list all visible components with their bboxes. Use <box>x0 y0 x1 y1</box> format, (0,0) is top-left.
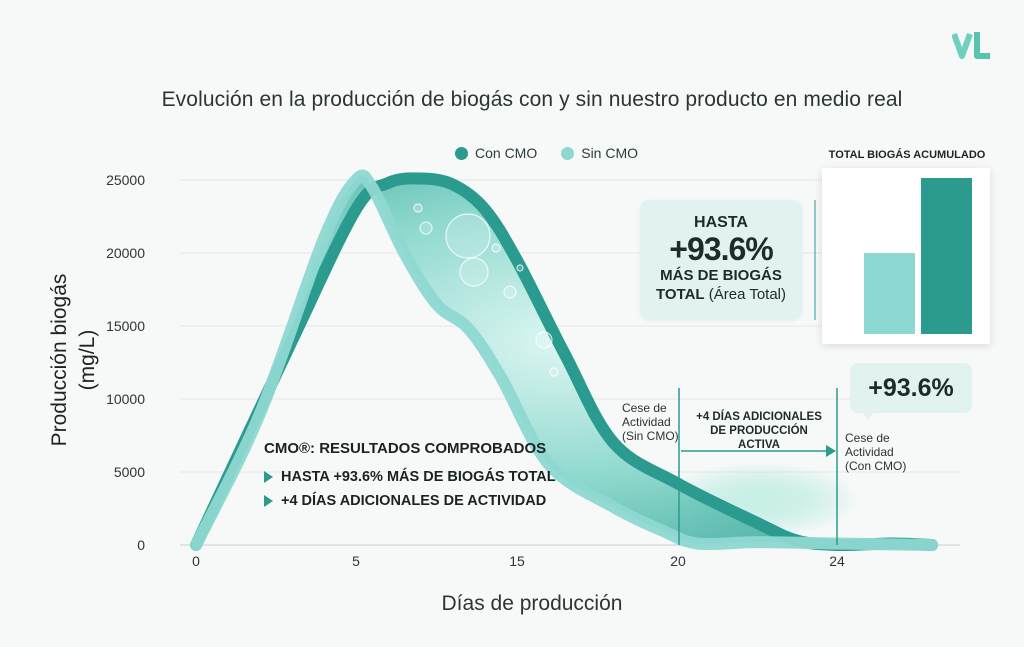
bubble-decoration <box>459 257 489 287</box>
bubble-decoration <box>549 367 559 377</box>
cese-con-label: Cese de Actividad (Con CMO) <box>845 431 906 473</box>
cese-sin-label: Cese de Actividad (Sin CMO) <box>622 401 679 443</box>
percent-badge: +93.6% <box>850 363 972 413</box>
bubble-decoration <box>516 264 524 272</box>
y-tick-label: 20000 <box>106 245 145 261</box>
note-total-bold: TOTAL <box>655 286 705 303</box>
y-tick-label: 5000 <box>114 464 145 480</box>
bubble-decoration <box>535 331 553 349</box>
dias-arrow-head <box>826 445 836 457</box>
dias-line-1: +4 DÍAS ADICIONALES <box>696 411 822 423</box>
x-tick-label: 20 <box>670 553 686 569</box>
highlight-note: HASTA +93.6% MÁS DE BIOGÁS TOTAL (Área T… <box>640 200 802 320</box>
y-tick-label: 15000 <box>106 318 145 334</box>
bubble-decoration <box>413 203 423 213</box>
legend-item-sin: Sin CMO <box>561 145 638 161</box>
results-item-text: +4 DÍAS ADICIONALES DE ACTIVIDAD <box>281 493 547 509</box>
badge-tail <box>860 410 876 420</box>
legend-swatch-sin <box>561 146 575 160</box>
x-tick-label: 15 <box>509 553 525 569</box>
inset-title: TOTAL BIOGÁS ACUMULADO <box>828 149 986 161</box>
bubble-decoration <box>503 285 517 299</box>
results-item-text: HASTA +93.6% MÁS DE BIOGÁS TOTAL <box>281 469 556 485</box>
bubble-decoration <box>445 213 491 259</box>
legend-swatch-con <box>455 146 468 160</box>
x-tick-label: 0 <box>192 553 200 569</box>
inset-bar-sin-cmo <box>864 253 915 334</box>
series-line-sin-cmo <box>190 169 939 551</box>
inset-bar-con-cmo <box>921 178 972 334</box>
cese-con-line-1: Cese de <box>845 431 890 445</box>
note-total: TOTAL (Área Total) <box>640 286 802 304</box>
inset-bar-chart <box>822 168 990 344</box>
x-axis-label: Días de producción <box>441 592 623 615</box>
legend-label-sin: Sin CMO <box>581 145 639 161</box>
y-tick-label: 0 <box>137 537 145 553</box>
cese-sin-line-1: Cese de <box>622 401 667 415</box>
legend-label-con: Con CMO <box>475 145 538 161</box>
cese-sin-line-3: (Sin CMO) <box>622 429 679 443</box>
cese-sin-line-2: Actividad <box>622 415 671 429</box>
play-triangle-icon <box>264 495 273 507</box>
dias-line-2: DE PRODUCCIÓN ACTIVA <box>710 425 808 451</box>
note-mas: MÁS DE BIOGÁS <box>660 267 782 284</box>
dias-adicionales-label: +4 DÍAS ADICIONALES DE PRODUCCIÓN ACTIVA <box>688 410 830 452</box>
cese-con-line-2: Actividad <box>845 445 894 459</box>
chart-legend: Con CMO Sin CMO <box>455 145 638 161</box>
x-tick-label: 24 <box>829 553 845 569</box>
y-tick-label: 25000 <box>106 172 145 188</box>
results-item: +4 DÍAS ADICIONALES DE ACTIVIDAD <box>264 493 556 509</box>
results-heading: CMO®: RESULTADOS COMPROBADOS <box>264 440 547 457</box>
play-triangle-icon <box>264 471 273 483</box>
brand-logo <box>952 32 990 59</box>
results-panel: CMO®: RESULTADOS COMPROBADOS HASTA +93.6… <box>264 440 556 517</box>
bubble-decoration <box>491 243 501 253</box>
note-percent: +93.6% <box>669 231 773 267</box>
bubble-decoration <box>419 221 433 235</box>
cese-con-line-3: (Con CMO) <box>845 459 907 473</box>
chart-title: Evolución en la producción de biogás con… <box>161 88 903 111</box>
x-tick-label: 5 <box>352 553 360 569</box>
note-hasta: HASTA <box>694 214 748 231</box>
results-item: HASTA +93.6% MÁS DE BIOGÁS TOTAL <box>264 469 556 485</box>
legend-item-con: Con CMO <box>455 145 537 161</box>
y-tick-label: 10000 <box>106 391 145 407</box>
note-total-rest: (Área Total) <box>708 286 787 303</box>
